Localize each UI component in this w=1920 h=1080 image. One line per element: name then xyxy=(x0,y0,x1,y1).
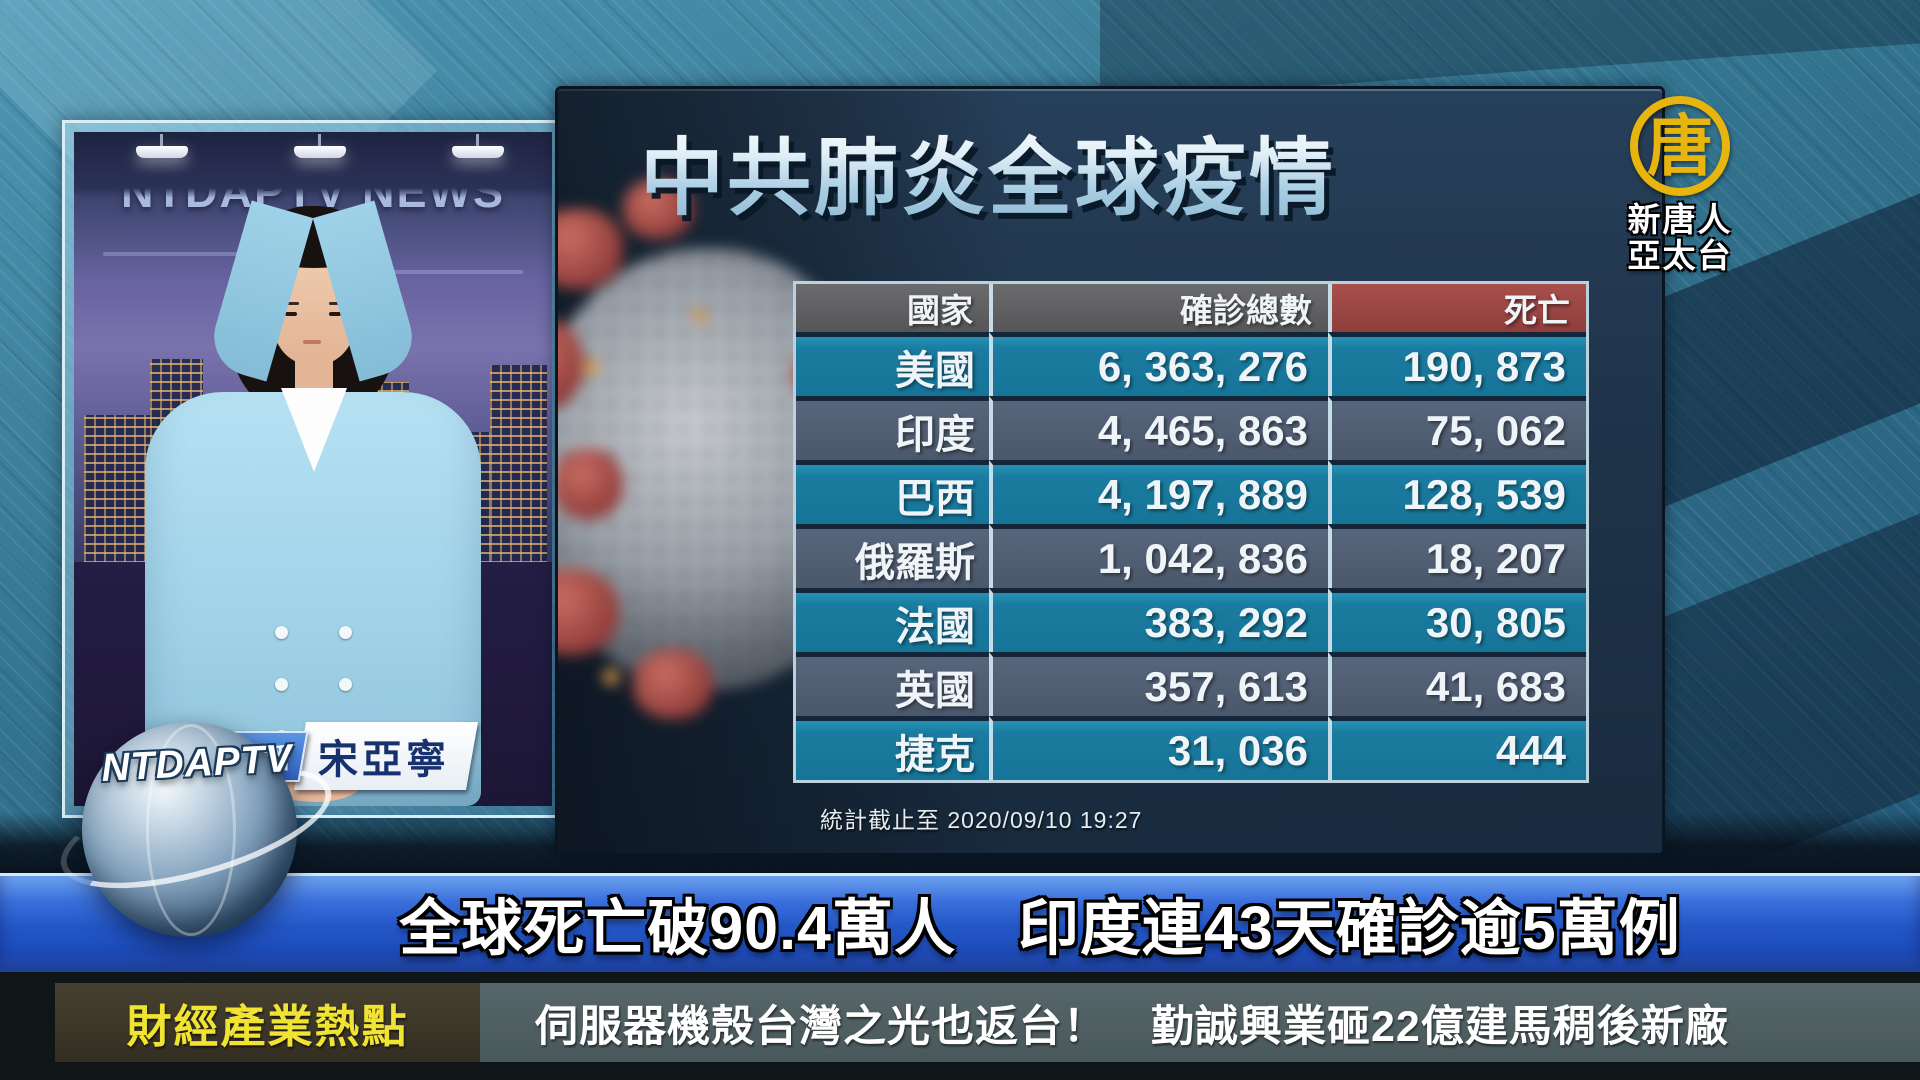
station-globe-logo: NTDAPTV xyxy=(48,684,344,1014)
table-cell-confirmed: 31, 036 xyxy=(989,716,1328,780)
table-cell-country: 法國 xyxy=(796,588,989,652)
studio-video: NTDAPTV NEWS xyxy=(74,132,552,806)
table-cell-deaths: 18, 207 xyxy=(1328,524,1586,588)
studio-light-icon xyxy=(293,134,346,158)
channel-name: 新唐人 亞太台 xyxy=(1627,201,1733,275)
channel-logo: 唐 新唐人 亞太台 xyxy=(1600,96,1760,275)
epidemic-table: 國家 確診總數 死亡 美國 6, 363, 276 190, 873 印度 4,… xyxy=(793,281,1589,783)
table-cell-country: 捷克 xyxy=(796,716,989,780)
col-header-confirmed: 確診總數 xyxy=(989,284,1328,332)
tang-circle-icon: 唐 xyxy=(1630,96,1730,196)
col-header-country: 國家 xyxy=(796,284,989,332)
table-cell-confirmed: 6, 363, 276 xyxy=(989,332,1328,396)
table-cell-deaths: 190, 873 xyxy=(1328,332,1586,396)
headline-banner: 全球死亡破90.4萬人 印度連43天確診逾5萬例 xyxy=(0,873,1920,972)
ticker-category: 財經產業熱點 xyxy=(55,983,480,1062)
studio-video-frame: NTDAPTV NEWS xyxy=(62,120,564,818)
ticker-bar: 財經產業熱點 伺服器機殼台灣之光也返台！ 勤誠興業砸22億建馬稠後新廠 xyxy=(0,972,1920,1080)
headline-text: 全球死亡破90.4萬人 印度連43天確診逾5萬例 xyxy=(399,894,1681,962)
table-cell-deaths: 444 xyxy=(1328,716,1586,780)
col-header-deaths: 死亡 xyxy=(1328,284,1586,332)
table-cell-deaths: 41, 683 xyxy=(1328,652,1586,716)
studio-light-icon xyxy=(136,134,189,158)
table-cell-country: 俄羅斯 xyxy=(796,524,989,588)
panel-title: 中共肺炎全球疫情 xyxy=(558,111,1418,232)
studio-light-icon xyxy=(451,134,504,158)
studio-light-streak xyxy=(370,270,524,274)
stats-cutoff-note: 統計截止至 2020/09/10 19:27 xyxy=(820,807,1143,833)
table-cell-deaths: 128, 539 xyxy=(1328,460,1586,524)
table-cell-country: 巴西 xyxy=(796,460,989,524)
table-cell-confirmed: 1, 042, 836 xyxy=(989,524,1328,588)
table-cell-confirmed: 4, 465, 863 xyxy=(989,396,1328,460)
table-cell-confirmed: 357, 613 xyxy=(989,652,1328,716)
ticker-text: 伺服器機殼台灣之光也返台！ 勤誠興業砸22億建馬稠後新廠 xyxy=(480,983,1920,1062)
table-cell-confirmed: 4, 197, 889 xyxy=(989,460,1328,524)
table-cell-deaths: 75, 062 xyxy=(1328,396,1586,460)
studio-light-streak xyxy=(102,252,247,256)
table-cell-confirmed: 383, 292 xyxy=(989,588,1328,652)
epidemic-panel: 中共肺炎全球疫情 國家 確診總數 死亡 美國 6, 363, 276 190, … xyxy=(555,86,1665,856)
table-cell-deaths: 30, 805 xyxy=(1328,588,1586,652)
table-cell-country: 英國 xyxy=(796,652,989,716)
table-cell-country: 印度 xyxy=(796,396,989,460)
table-cell-country: 美國 xyxy=(796,332,989,396)
studio-ceiling xyxy=(74,132,552,198)
